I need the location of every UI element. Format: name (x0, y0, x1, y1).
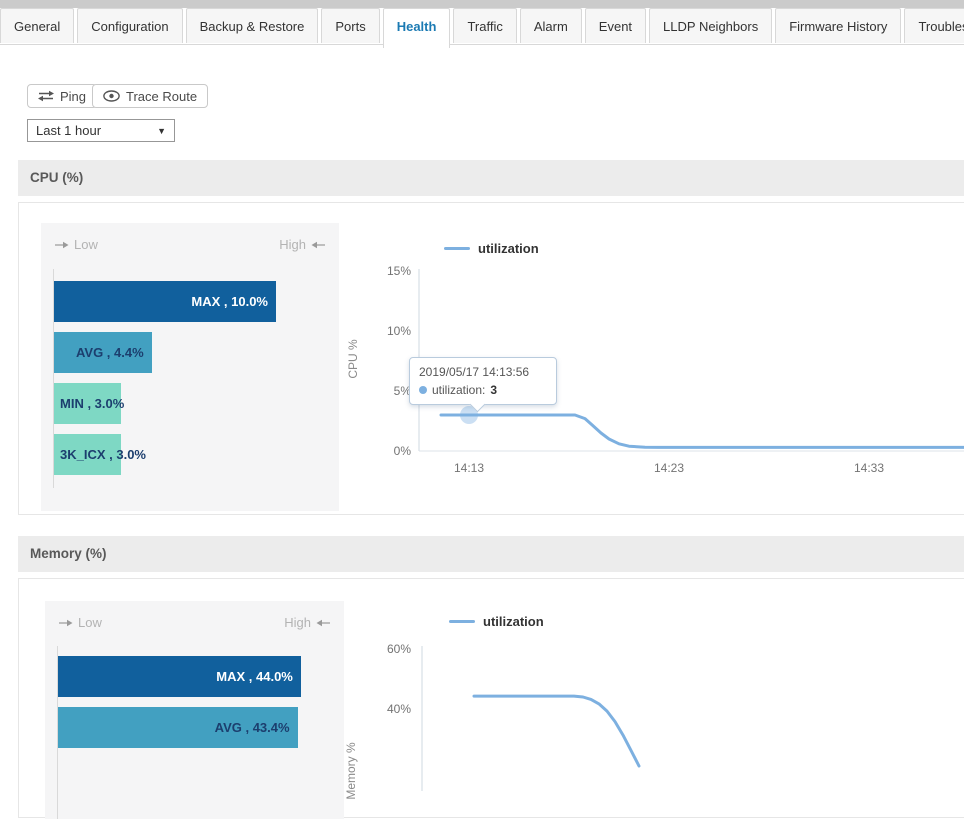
time-range-value: Last 1 hour (36, 123, 102, 138)
tooltip-series-row: utilization: 3 (419, 383, 547, 397)
memory-line-y-axis-title: Memory % (344, 742, 358, 800)
cpu-ytick-10: 10% (386, 324, 411, 338)
cpu-bar-avg-label: AVG , 4.4% (75, 345, 144, 360)
cpu-xtick-1433: 14:33 (853, 461, 885, 475)
cpu-line-legend[interactable]: utilization (444, 241, 539, 256)
tab-traffic[interactable]: Traffic (453, 8, 517, 43)
trace-route-button-label: Trace Route (126, 88, 198, 104)
tab-firmware-history[interactable]: Firmware History (775, 8, 902, 43)
arrow-toward-high-icon (316, 619, 330, 626)
time-range-select[interactable]: Last 1 hour ▼ (27, 119, 175, 142)
tab-troubleshooting[interactable]: Troubleshooting (904, 8, 964, 43)
eye-icon (103, 90, 120, 102)
cpu-xtick-1413: 14:13 (453, 461, 485, 475)
memory-low-marker: Low (59, 615, 102, 630)
memory-section-title: Memory (%) (30, 546, 107, 561)
tab-lldp-neighbors[interactable]: LLDP Neighbors (649, 8, 773, 43)
memory-ytick-60: 60% (386, 642, 411, 656)
series-dot-icon (419, 386, 427, 394)
cpu-high-marker: High (279, 237, 325, 252)
cpu-line-y-axis-title: CPU % (346, 339, 360, 379)
ping-button-label: Ping (60, 88, 87, 104)
ping-button[interactable]: Ping (27, 84, 98, 108)
memory-bar-chart: Low High MAX , 44.0% AVG , 43.4% (45, 601, 344, 819)
cpu-low-marker: Low (55, 237, 98, 252)
tab-configuration[interactable]: Configuration (77, 8, 183, 43)
cpu-bar-min: MIN , 3.0% (54, 383, 125, 424)
cpu-low-label: Low (74, 237, 98, 252)
cpu-section-panel: Low High MAX , 10.0% AVG , 4.4% MIN , 3.… (18, 202, 964, 515)
memory-bar-avg-label: AVG , 43.4% (214, 720, 290, 735)
memory-lowhigh-row: Low High (59, 615, 330, 630)
cpu-section-header: CPU (%) (18, 160, 964, 196)
memory-low-label: Low (78, 615, 102, 630)
cpu-bar-max-label: MAX , 10.0% (191, 294, 268, 309)
memory-legend-label: utilization (483, 614, 544, 629)
memory-bar-axis (57, 646, 58, 819)
cpu-xtick-1423: 14:23 (653, 461, 685, 475)
cpu-bar-3k-icx-label: 3K_ICX , 3.0% (60, 447, 146, 462)
cpu-bar-max: MAX , 10.0% (54, 281, 276, 322)
memory-section-header: Memory (%) (18, 536, 964, 572)
cpu-ytick-0: 0% (393, 444, 411, 458)
cpu-bar-3k-icx: 3K_ICX , 3.0% (54, 434, 146, 475)
tab-ports[interactable]: Ports (321, 8, 380, 43)
tab-general[interactable]: General (0, 8, 75, 43)
arrow-toward-low-icon (55, 241, 69, 248)
memory-bar-max-label: MAX , 44.0% (216, 669, 293, 684)
memory-bar-avg: AVG , 43.4% (58, 707, 298, 748)
tooltip-series-label: utilization: (432, 383, 486, 397)
cpu-legend-label: utilization (478, 241, 539, 256)
ping-arrows-icon (38, 90, 54, 102)
memory-bars-group: MAX , 44.0% AVG , 43.4% (58, 656, 301, 758)
cpu-bar-avg: AVG , 4.4% (54, 332, 152, 373)
memory-section-panel: Low High MAX , 44.0% AVG , 43.4% Memory … (18, 578, 964, 819)
tooltip-value: 3 (490, 383, 498, 397)
arrow-toward-low-icon (59, 619, 73, 626)
tab-health[interactable]: Health (382, 8, 451, 48)
trace-route-button[interactable]: Trace Route (92, 84, 209, 108)
memory-high-label: High (284, 615, 311, 630)
cpu-bar-axis (53, 269, 54, 488)
tab-backup-restore[interactable]: Backup & Restore (185, 8, 319, 43)
cpu-bar-chart: Low High MAX , 10.0% AVG , 4.4% MIN , 3.… (41, 223, 339, 511)
cpu-lowhigh-row: Low High (55, 237, 325, 252)
memory-line-chart (421, 646, 641, 791)
arrow-toward-high-icon (311, 241, 325, 248)
tooltip-timestamp: 2019/05/17 14:13:56 (419, 365, 530, 379)
cpu-ytick-5: 5% (393, 384, 411, 398)
cpu-bars-group: MAX , 10.0% AVG , 4.4% MIN , 3.0% 3K_ICX… (54, 281, 276, 485)
top-strip (0, 0, 964, 8)
tab-alarm[interactable]: Alarm (519, 8, 582, 43)
tab-event[interactable]: Event (584, 8, 647, 43)
cpu-bar-min-label: MIN , 3.0% (60, 396, 125, 411)
memory-bar-max: MAX , 44.0% (58, 656, 301, 697)
cpu-high-label: High (279, 237, 306, 252)
cpu-ytick-15: 15% (386, 264, 411, 278)
legend-line-icon (444, 247, 470, 250)
chevron-down-icon: ▼ (157, 125, 166, 136)
device-tab-bar: General Configuration Backup & Restore P… (0, 8, 964, 48)
memory-line-legend[interactable]: utilization (449, 614, 544, 629)
chart-tooltip: 2019/05/17 14:13:56 utilization: 3 (409, 357, 557, 413)
memory-ytick-40: 40% (386, 702, 411, 716)
cpu-section-title: CPU (%) (30, 170, 84, 185)
memory-high-marker: High (284, 615, 330, 630)
cpu-line-chart (418, 269, 964, 452)
legend-line-icon (449, 620, 475, 623)
